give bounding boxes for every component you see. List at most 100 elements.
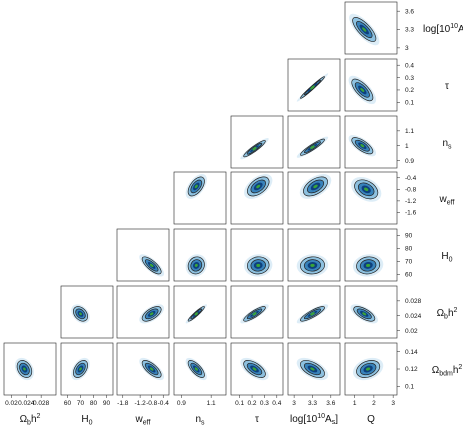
y-tick-label: 0.9 [405, 158, 414, 165]
x-tick-label: 0.024 [18, 400, 35, 407]
x-tick-label: -1.2 [135, 400, 147, 407]
y-tick-label: 0.024 [405, 313, 422, 320]
panel-frame [344, 228, 398, 282]
x-tick-label: 0.1 [235, 400, 244, 407]
density-peak [310, 367, 315, 371]
density-peak [194, 184, 198, 189]
x-tick-label: 60 [64, 400, 72, 407]
x-tick-label: 80 [90, 400, 98, 407]
x-axis-labels: Ωbh2 H0 weff ns τ log[1010As] Q [20, 413, 376, 427]
panel-grid [3, 1, 398, 396]
x-tick-label: 90 [103, 400, 111, 407]
panel-frame [173, 285, 227, 339]
panel-ombh2-vs-tau [230, 285, 284, 339]
panel-weff-vs-logA [287, 171, 341, 225]
panel-frame [116, 342, 170, 396]
y-tick-labels: 3.6 3.3 3 0.4 0.3 0.2 0.1 1.1 1 0.9 -0.4 -0.8 -1.2 -1… [397, 8, 422, 391]
density-peak [79, 312, 82, 316]
density-peak [252, 367, 257, 371]
y-axis-label-ns: ns [442, 138, 452, 151]
y-tick-label: 3 [405, 45, 409, 52]
y-tick-label: 80 [405, 246, 413, 253]
panel-ombh2-vs-weff [116, 285, 170, 339]
panel-omdmh2-vs-logA [287, 342, 341, 396]
panel-frame [344, 58, 398, 112]
density-peak [365, 367, 371, 371]
density-peak [362, 312, 367, 316]
panel-frame [173, 171, 227, 225]
density-peak [313, 184, 318, 189]
panel-frame [344, 1, 398, 55]
density-peak [310, 312, 315, 316]
x-tick-label: 0.028 [33, 400, 50, 407]
density-peak [194, 312, 198, 316]
x-axis-label-weff: weff [135, 414, 151, 427]
y-axis-label-tau: τ [445, 81, 449, 92]
x-tick-label: -0.8 [146, 400, 158, 407]
panel-frame [344, 171, 398, 225]
y-axis-label-omdmh2: Ωbdmh2 [432, 364, 463, 378]
y-tick-label: 90 [405, 233, 413, 240]
density-peak [364, 187, 369, 192]
density-peak [310, 263, 315, 267]
density-peak [365, 263, 371, 267]
y-tick-label: 60 [405, 272, 413, 279]
y-axis-label-H0: H0 [441, 251, 452, 264]
density-peak [360, 144, 365, 148]
x-tick-label: 1 [353, 400, 357, 407]
x-axis-label-logA: log[1010As] [290, 413, 338, 426]
y-tick-label: -0.4 [405, 175, 417, 182]
panel-frame [230, 228, 284, 282]
y-tick-label: 0.14 [405, 349, 418, 356]
panel-frame [173, 228, 227, 282]
density-peak [310, 145, 315, 149]
x-tick-label: 0.3 [260, 400, 269, 407]
density-peak [310, 85, 315, 90]
y-tick-label: 0.028 [405, 298, 422, 305]
y-axis-labels: log[1010As] τ ns weff H0 Ωbh2 Ωbdmh2 [423, 23, 463, 378]
y-tick-label: 70 [405, 259, 413, 266]
x-axis-label-Q: Q [367, 414, 375, 425]
panel-ombh2-vs-logA [287, 285, 341, 339]
x-tick-label: 0.4 [272, 400, 281, 407]
y-tick-label: 0.1 [405, 384, 414, 391]
x-tick-label: 3 [292, 400, 296, 407]
panel-ombh2-vs-Q [344, 285, 398, 339]
panel-omdmh2-vs-ombh2 [3, 342, 57, 396]
y-tick-label: 0.12 [405, 366, 418, 373]
y-tick-label: 1.1 [405, 128, 414, 135]
x-tick-label: 3.6 [326, 400, 335, 407]
panel-tau-vs-logA [287, 58, 341, 112]
density-peak [252, 146, 257, 151]
panel-logA-vs-Q [344, 1, 398, 55]
x-tick-label: -1.8 [117, 400, 129, 407]
panel-frame [116, 228, 170, 282]
panel-weff-vs-ns [173, 171, 227, 225]
y-tick-label: 0.4 [405, 62, 414, 69]
panel-ns-vs-tau [230, 115, 284, 169]
y-tick-label: 0.02 [405, 328, 418, 335]
panel-weff-vs-Q [344, 171, 398, 225]
x-tick-label: 0.02 [5, 400, 18, 407]
density-peak [252, 312, 257, 316]
panel-H0-vs-Q [344, 228, 398, 282]
panel-omdmh2-vs-H0 [60, 342, 114, 396]
panel-frame [287, 171, 341, 225]
density-peak [79, 367, 82, 371]
y-axis-label-weff: weff [439, 194, 455, 207]
x-tick-label: 3 [391, 400, 395, 407]
panel-frame [344, 115, 398, 169]
y-tick-label: 0.3 [405, 75, 414, 82]
x-axis-label-tau: τ [255, 414, 259, 425]
density-peak [149, 263, 154, 268]
panel-frame [60, 285, 114, 339]
density-peak [360, 87, 365, 92]
y-tick-label: 1 [405, 143, 409, 150]
panel-H0-vs-logA [287, 228, 341, 282]
panel-weff-vs-tau [230, 171, 284, 225]
panel-omdmh2-vs-weff [116, 342, 170, 396]
x-axis-label-ns: ns [195, 414, 205, 427]
panel-ns-vs-logA [287, 115, 341, 169]
panel-frame [230, 115, 284, 169]
